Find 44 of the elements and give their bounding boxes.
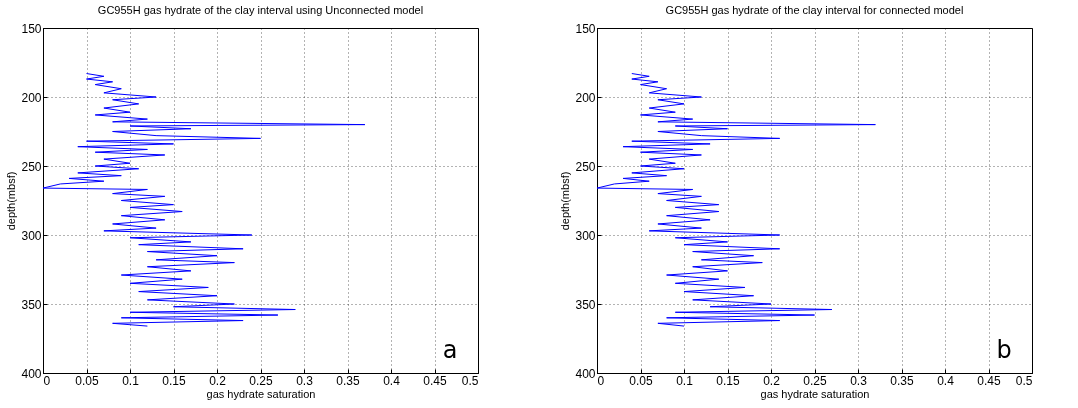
y-tick-label: 350 [21, 297, 42, 312]
y-tick-label: 150 [575, 21, 596, 36]
line-series [43, 73, 366, 327]
x-tick-label: 0.5 [1015, 373, 1033, 388]
annotation: b [996, 336, 1012, 364]
x-tick-label: 0.15 [162, 373, 186, 388]
x-tick-label: 0.45 [977, 373, 1001, 388]
y-tick-label: 200 [575, 90, 596, 105]
x-tick-label: 0.5 [461, 373, 479, 388]
x-tick-label: 0.2 [209, 373, 227, 388]
y-tick-label: 400 [575, 366, 596, 381]
y-tick-label: 250 [575, 159, 596, 174]
x-tick-label: 0.3 [850, 373, 868, 388]
x-axis-title: gas hydrate saturation [206, 387, 316, 400]
y-tick-label: 150 [21, 21, 42, 36]
y-tick-label: 400 [21, 366, 42, 381]
y-tick-label: 300 [21, 228, 42, 243]
x-tick-label: 0.2 [763, 373, 781, 388]
x-tick-label: 0.4 [937, 373, 955, 388]
x-tick-label: 0.25 [803, 373, 827, 388]
x-tick-label: 0.45 [423, 373, 447, 388]
x-tick-label: 0.35 [336, 373, 360, 388]
x-tick-label: 0.25 [249, 373, 273, 388]
y-tick-label: 350 [575, 297, 596, 312]
y-axis-title: depth(mbsf) [5, 171, 18, 231]
chart-title: GC955H gas hydrate of the clay interval for connected model [665, 4, 964, 16]
x-tick-label: 0.1 [676, 373, 694, 388]
y-axis-title: depth(mbsf) [559, 171, 572, 231]
x-tick-label: 0.4 [383, 373, 401, 388]
x-tick-label: 0.15 [716, 373, 740, 388]
x-tick-label: 0.05 [75, 373, 99, 388]
x-tick-label: 0 [43, 373, 51, 388]
x-tick-label: 0 [597, 373, 605, 388]
x-axis-title: gas hydrate saturation [760, 387, 870, 400]
x-tick-label: 0.1 [122, 373, 140, 388]
line-series [597, 73, 876, 327]
annotation: a [442, 336, 458, 364]
x-tick-label: 0.3 [296, 373, 314, 388]
x-tick-label: 0.05 [629, 373, 653, 388]
y-tick-label: 300 [575, 228, 596, 243]
y-tick-label: 250 [21, 159, 42, 174]
x-tick-label: 0.35 [890, 373, 914, 388]
chart-title: GC955H gas hydrate of the clay interval using Unconnected model [97, 4, 424, 16]
y-tick-label: 200 [21, 90, 42, 105]
